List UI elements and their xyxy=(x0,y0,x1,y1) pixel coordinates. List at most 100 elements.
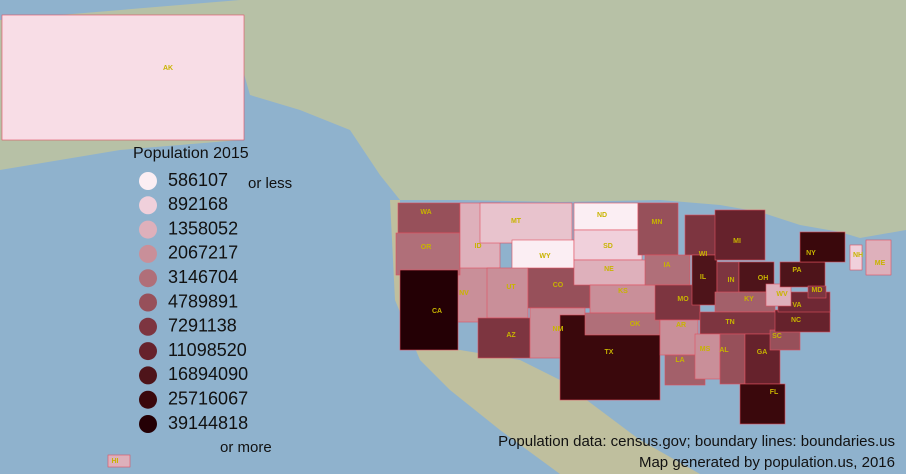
state-label: NE xyxy=(604,266,614,273)
mexico-land xyxy=(390,200,700,474)
legend-swatch xyxy=(139,317,157,336)
state-shape xyxy=(486,267,529,319)
state-label: KY xyxy=(744,296,754,303)
legend-swatch xyxy=(139,269,157,288)
state-shape xyxy=(479,202,573,244)
state-label: WI xyxy=(699,251,708,258)
state-label: IA xyxy=(664,262,671,269)
state-label: ID xyxy=(475,243,482,250)
state-label: WA xyxy=(420,209,431,216)
state-shape xyxy=(799,231,846,263)
state-label: NV xyxy=(459,290,469,297)
state-label: UT xyxy=(506,284,516,291)
state-label: HI xyxy=(112,458,119,465)
state-label: MI xyxy=(733,238,741,245)
legend-label: 25716067 xyxy=(168,388,248,408)
state-label: AL xyxy=(719,347,729,354)
state-label: OR xyxy=(421,244,432,251)
state-label: OK xyxy=(630,321,641,328)
state-label: MN xyxy=(652,219,663,226)
state-shape xyxy=(765,283,792,307)
legend-label: 7291138 xyxy=(168,316,237,336)
state-shape xyxy=(849,244,863,271)
legend-label: 1358052 xyxy=(168,218,238,238)
state-label: PA xyxy=(792,267,801,274)
state-shape xyxy=(691,254,718,306)
state-label: NM xyxy=(553,326,564,333)
state-label: GA xyxy=(757,349,768,356)
legend-swatch xyxy=(139,415,157,433)
state-label: CO xyxy=(553,282,564,289)
legend-swatch xyxy=(139,342,157,361)
legend-title: Population 2015 xyxy=(133,145,249,162)
state-shape xyxy=(659,319,699,356)
state-label: OH xyxy=(758,275,769,282)
canada-land xyxy=(240,0,906,238)
state-label: AR xyxy=(676,322,686,329)
state-shape xyxy=(573,202,639,231)
state-shape xyxy=(395,232,461,276)
state-shape xyxy=(865,239,892,276)
state-label: CA xyxy=(432,308,442,315)
state-shape xyxy=(694,333,721,380)
state-label: MD xyxy=(812,287,823,294)
legend-swatch xyxy=(139,244,157,263)
legend-note: or more xyxy=(220,439,272,456)
state-shape xyxy=(573,259,650,286)
state-label: WY xyxy=(539,253,551,260)
state-label: NC xyxy=(791,317,801,324)
legend-note: or less xyxy=(248,175,292,192)
state-shape xyxy=(397,202,461,234)
state-shape xyxy=(644,254,691,286)
legend-swatch xyxy=(139,220,157,239)
state-label: NH xyxy=(853,252,863,259)
state-label: MT xyxy=(511,218,522,225)
state-label: WV xyxy=(776,291,788,298)
state-label: ME xyxy=(875,260,886,267)
legend-swatch xyxy=(139,172,157,190)
state-shape xyxy=(714,209,766,261)
state-label: LA xyxy=(675,357,684,364)
state-label: SD xyxy=(603,243,613,250)
legend-swatch xyxy=(139,293,157,312)
state-shape xyxy=(774,309,831,333)
state-shape xyxy=(584,312,661,336)
state-label: AZ xyxy=(506,332,516,339)
legend-label: 39144818 xyxy=(168,413,248,433)
state-label: IL xyxy=(700,274,707,281)
legend-label: 3146704 xyxy=(168,267,238,287)
state-label: NY xyxy=(806,250,816,257)
state-shape xyxy=(779,261,826,288)
legend-label: 586107 xyxy=(168,170,228,190)
credit: Population data: census.gov; boundary li… xyxy=(498,433,895,450)
states: AK HI NV WA OR CA ID MT WY UT AZ CO NM TX ND SD NE KS OK MN… xyxy=(1,14,892,468)
credit: Map generated by population.us, 2016 xyxy=(639,454,895,471)
legend: Population 2015 586107 892168 1358052 20672… xyxy=(133,145,292,456)
legend-swatch xyxy=(139,366,157,385)
legend-label: 2067217 xyxy=(168,243,238,263)
legend-label: 11098520 xyxy=(168,340,247,360)
state-label: KS xyxy=(618,288,628,295)
state-label: AK xyxy=(163,65,173,72)
state-label: TN xyxy=(725,319,734,326)
state-shape xyxy=(399,269,459,351)
legend-label: 4789891 xyxy=(168,291,238,311)
state-label: MS xyxy=(700,346,711,353)
state-shape xyxy=(807,285,827,299)
state-shape xyxy=(684,214,721,256)
state-shape xyxy=(589,284,659,314)
state-shape xyxy=(719,333,746,385)
gulf xyxy=(700,390,760,474)
legend-swatch xyxy=(139,196,157,215)
state-label: SC xyxy=(772,333,782,340)
state-shape xyxy=(699,311,781,335)
state-shape xyxy=(637,202,679,256)
state-shape xyxy=(1,14,245,141)
state-shape xyxy=(739,383,786,425)
legend-label: 16894090 xyxy=(168,364,248,384)
state-label: TX xyxy=(605,349,614,356)
state-shape xyxy=(477,317,531,359)
state-label: FL xyxy=(770,389,779,396)
